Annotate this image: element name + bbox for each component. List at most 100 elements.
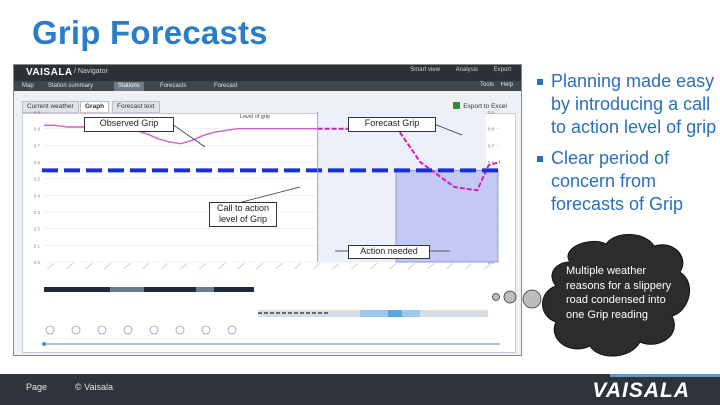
smart-view-button[interactable]: Smart view: [410, 67, 440, 73]
x-tick-label: ——: [387, 261, 397, 271]
export-to-excel-button[interactable]: Export to Excel: [453, 102, 507, 110]
x-tick-label: ——: [482, 261, 492, 271]
thought-bubble: [503, 290, 517, 304]
forecast-bar-segment: [388, 310, 402, 317]
breadcrumb: / Navigator: [74, 68, 108, 75]
bullet-text: Planning made easy by introducing a call…: [551, 71, 717, 137]
x-tick-label: ——: [64, 261, 74, 271]
thought-bubble: [522, 289, 542, 309]
callout-leader: [171, 123, 206, 148]
callout-observed-grip: Observed Grip: [84, 117, 174, 132]
thought-bubble: [492, 293, 500, 301]
weather-icon: [45, 325, 55, 335]
slide-footer: Page © Vaisala VAISALA: [0, 374, 720, 405]
x-tick-label: ——: [178, 261, 188, 271]
weather-icon: [71, 325, 81, 335]
export-label: Export to Excel: [463, 103, 507, 110]
y-tick-label: 0.2: [34, 227, 41, 232]
bullet-list: Planning made easy by introducing a call…: [537, 70, 720, 216]
weather-icon: [97, 325, 107, 335]
x-tick-label: ——: [349, 261, 359, 271]
nav-item-forecasts[interactable]: Forecasts: [160, 83, 187, 89]
bullet-marker: [537, 79, 543, 85]
y2-tick-label: 0.9: [488, 110, 495, 115]
tab-forecast-text[interactable]: Forecast text: [112, 101, 160, 113]
callout-leader: [241, 186, 301, 203]
export-button[interactable]: Export: [493, 67, 511, 73]
main-nav: Map Station summary Stations Forecasts F…: [14, 81, 521, 91]
x-tick-label: ——: [330, 261, 340, 271]
y2-tick-label: 0.6: [488, 160, 495, 165]
y-tick-label: 0.1: [34, 243, 41, 248]
weather-icon: [201, 325, 211, 335]
footer-logo: VAISALA: [592, 379, 690, 402]
y-tick-label: 0.9: [34, 110, 41, 115]
weather-icon: [123, 325, 133, 335]
nav-item-station-summary[interactable]: Station summary: [48, 83, 94, 89]
y-tick-label: 0.8: [34, 127, 41, 132]
nav-item-forecast[interactable]: Forecast: [214, 83, 238, 89]
x-tick-label: ——: [45, 261, 55, 271]
y-tick-label: 0.5: [34, 177, 41, 182]
x-tick-label: ——: [292, 261, 302, 271]
x-tick-label: ——: [406, 261, 416, 271]
callout-action-needed: Action needed: [348, 245, 430, 259]
y2-tick-label: 0.7: [488, 143, 495, 148]
x-tick-label: ——: [216, 261, 226, 271]
x-tick-label: ——: [159, 261, 169, 271]
x-tick-label: ——: [444, 261, 454, 271]
excel-icon: [453, 102, 461, 109]
x-tick-label: ——: [102, 261, 112, 271]
x-tick-label: ——: [235, 261, 245, 271]
footer-copyright: © Vaisala: [75, 382, 113, 392]
cloud-callout-text: Multiple weather reasons for a slippery …: [566, 265, 672, 321]
app-logo: VAISALA: [26, 67, 73, 78]
help-menu[interactable]: Help: [500, 82, 513, 88]
tools-menu[interactable]: Tools: [479, 82, 494, 88]
x-tick-label: ——: [273, 261, 283, 271]
x-tick-label: ——: [463, 261, 473, 271]
x-tick-label: ——: [311, 261, 321, 271]
weather-bar: [44, 287, 254, 292]
chart-title: Level of grip: [240, 114, 270, 120]
weather-icon: [227, 325, 237, 335]
slide-title: Grip Forecasts: [32, 14, 268, 51]
y-tick-label: 0.0: [34, 260, 41, 265]
callout-call-to-action: Call to action level of Grip: [209, 202, 277, 227]
nav-item-map[interactable]: Map: [22, 83, 34, 89]
bullet-item: Planning made easy by introducing a call…: [537, 70, 720, 139]
x-tick-label: ——: [254, 261, 264, 271]
thought-cloud: [542, 234, 690, 357]
y2-tick-label: 0.0: [488, 260, 495, 265]
y-tick-label: 0.3: [34, 210, 41, 215]
x-tick-label: ——: [121, 261, 131, 271]
forecast-grip-line: [317, 127, 501, 192]
weather-icon: [175, 325, 185, 335]
callout-forecast-grip: Forecast Grip: [348, 117, 436, 132]
footer-page: Page: [26, 382, 48, 392]
app-top-bar: VAISALA / Navigator Smart view Analysis …: [14, 65, 521, 81]
weather-bar-segment: [196, 287, 214, 292]
x-tick-label: ——: [368, 261, 378, 271]
tab-graph[interactable]: Graph: [80, 101, 110, 113]
y2-tick-label: 0.8: [488, 127, 495, 132]
bullet-text: Clear period of concern from forecasts o…: [551, 148, 684, 214]
time-scroll-handle: [42, 342, 46, 346]
nav-right: Tools Help: [480, 82, 513, 88]
tab-current-weather[interactable]: Current weather: [22, 101, 79, 113]
footer-accent: [610, 374, 720, 377]
x-tick-label: ——: [83, 261, 93, 271]
bullet-item: Clear period of concern from forecasts o…: [537, 147, 720, 216]
nav-item-stations[interactable]: Stations: [114, 82, 144, 91]
x-tick-label: ——: [140, 261, 150, 271]
top-toolbar: Smart view Analysis Export: [396, 67, 511, 73]
y-tick-label: 0.6: [34, 160, 41, 165]
callout-leader: [433, 123, 463, 136]
x-tick-label: ——: [425, 261, 435, 271]
analysis-button[interactable]: Analysis: [455, 67, 478, 73]
weather-icon: [149, 325, 159, 335]
weather-bar-segment: [110, 287, 144, 292]
bullet-marker: [537, 156, 543, 162]
y-tick-label: 0.4: [34, 193, 41, 198]
